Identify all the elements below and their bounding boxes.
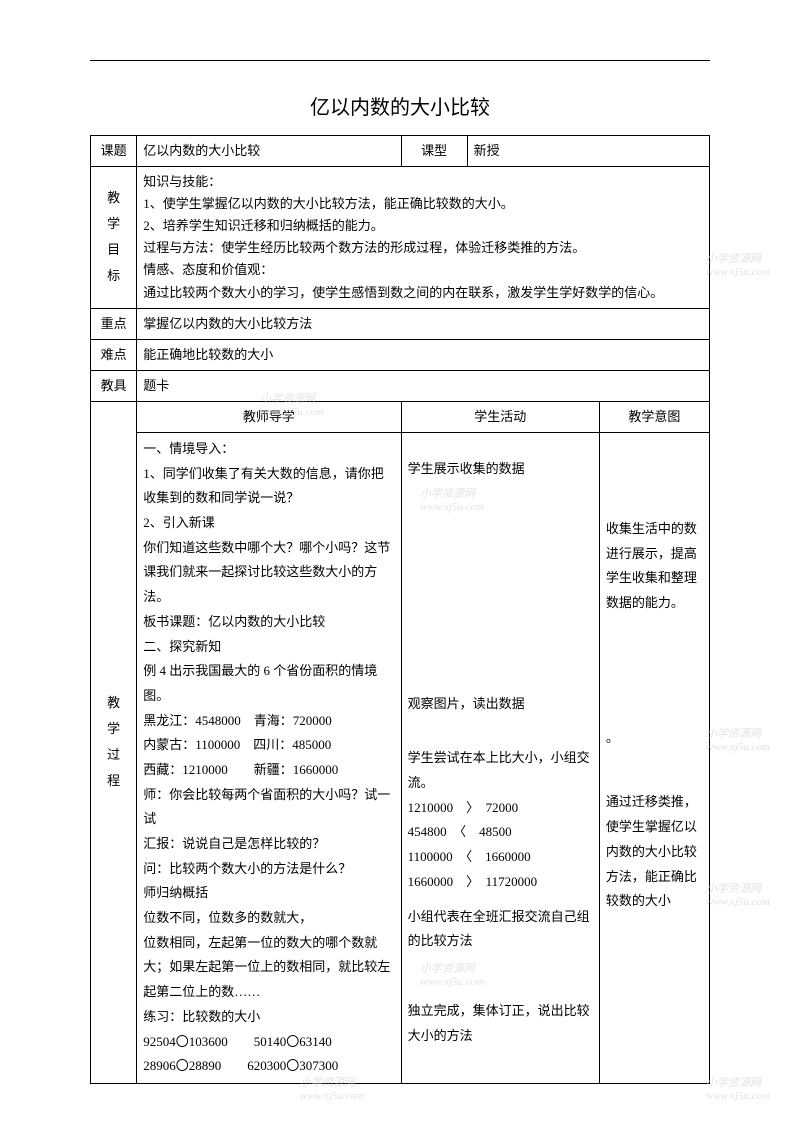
- watermark: 小学资源网 www.xj5u.com: [706, 880, 770, 908]
- watermark: 小学资源网 www.xj5u.com: [706, 250, 770, 278]
- process-label: 教 学 过 程: [91, 401, 137, 1083]
- table-row: 教 学 过 程 教师导学 学生活动 教学意图: [91, 401, 710, 432]
- focus-label: 重点: [91, 308, 137, 339]
- table-row: 教具 题卡: [91, 370, 710, 401]
- type-label: 课型: [401, 136, 467, 167]
- teacher-content: 一、情境导入： 1、同学们收集了有关大数的信息，请你把收集到的数和同学说一说？ …: [137, 433, 401, 1084]
- table-row: 课题 亿以内数的大小比较 课型 新授: [91, 136, 710, 167]
- tools-content: 题卡: [137, 370, 710, 401]
- topic-label: 课题: [91, 136, 137, 167]
- student-header: 学生活动: [401, 401, 599, 432]
- watermark: 小学资源网 www.xj5u.com: [706, 725, 770, 753]
- difficulty-content: 能正确地比较数的大小: [137, 339, 710, 370]
- table-row: 重点 掌握亿以内数的大小比较方法: [91, 308, 710, 339]
- page-title: 亿以内数的大小比较: [90, 91, 710, 120]
- table-row: 一、情境导入： 1、同学们收集了有关大数的信息，请你把收集到的数和同学说一说？ …: [91, 433, 710, 1084]
- goals-content: 知识与技能： 1、使学生掌握亿以内数的大小比较方法，能正确比较数的大小。 2、培…: [137, 167, 710, 309]
- student-content: 学生展示收集的数据 观察图片，读出数据 学生尝试在本上比大小，小组交流。 121…: [401, 433, 599, 1084]
- top-divider: [90, 60, 710, 61]
- intent-header: 教学意图: [599, 401, 709, 432]
- watermark: 小学资源网 www.xj5u.com: [706, 1074, 770, 1102]
- tools-label: 教具: [91, 370, 137, 401]
- intent-content: 收集生活中的数进行展示，提高学生收集和整理数据的能力。 。 通过迁移类推，使学生…: [599, 433, 709, 1084]
- table-row: 难点 能正确地比较数的大小: [91, 339, 710, 370]
- table-row: 教 学 目 标 知识与技能： 1、使学生掌握亿以内数的大小比较方法，能正确比较数…: [91, 167, 710, 309]
- lesson-plan-table: 课题 亿以内数的大小比较 课型 新授 教 学 目 标 知识与技能： 1、使学生掌…: [90, 135, 710, 1084]
- teacher-header: 教师导学: [137, 401, 401, 432]
- goals-label: 教 学 目 标: [91, 167, 137, 309]
- topic-value: 亿以内数的大小比较: [137, 136, 401, 167]
- type-value: 新授: [467, 136, 709, 167]
- difficulty-label: 难点: [91, 339, 137, 370]
- focus-content: 掌握亿以内数的大小比较方法: [137, 308, 710, 339]
